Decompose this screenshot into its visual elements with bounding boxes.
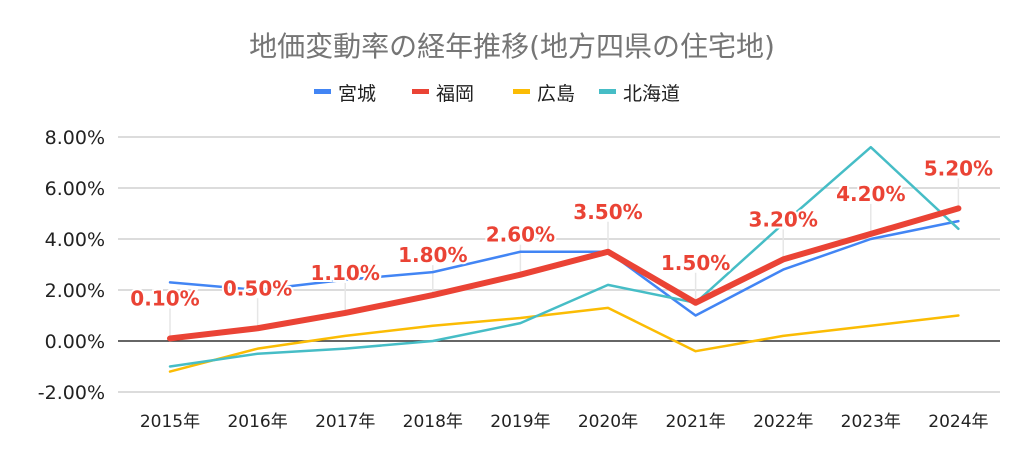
x-axis: 2015年 2016年 2017年 2018年 2019年 2020年 2021年 2022年… — [140, 412, 989, 432]
legend-swatch — [599, 89, 616, 94]
data-label: 4.20% — [836, 182, 905, 206]
legend-swatch — [314, 89, 331, 94]
series-lines — [167, 145, 962, 373]
x-tick-label: 2015年 — [140, 412, 200, 432]
x-tick-label: 2024年 — [928, 412, 988, 432]
series-line-福岡 — [167, 205, 962, 342]
legend-swatch — [412, 89, 429, 94]
legend: 宮城 福岡 広島 北海道 — [314, 83, 680, 105]
data-label: 1.80% — [398, 243, 467, 267]
legend-label: 広島 — [537, 83, 575, 105]
x-tick-label: 2019年 — [490, 412, 550, 432]
y-tick-label: 8.00% — [45, 127, 105, 149]
data-label: 0.50% — [223, 276, 292, 300]
data-label: 0.10% — [130, 286, 199, 310]
data-label: 1.10% — [311, 261, 380, 285]
series-line-広島 — [168, 306, 960, 373]
x-tick-label: 2021年 — [665, 412, 725, 432]
y-axis: 8.00% 6.00% 4.00% 2.00% 0.00% -2.00% — [38, 127, 105, 404]
series-line-宮城 — [168, 219, 960, 317]
x-tick-label: 2022年 — [753, 412, 813, 432]
y-tick-label: 2.00% — [45, 280, 105, 302]
y-tick-label: 4.00% — [45, 229, 105, 251]
y-tick-label: 0.00% — [45, 331, 105, 353]
legend-swatch — [513, 89, 530, 94]
legend-label: 北海道 — [623, 83, 680, 105]
data-label: 5.20% — [924, 156, 993, 180]
x-tick-label: 2023年 — [841, 412, 901, 432]
x-tick-label: 2017年 — [315, 412, 375, 432]
series-line-北海道 — [168, 145, 960, 368]
data-label: 3.20% — [749, 207, 818, 231]
data-label: 3.50% — [573, 200, 642, 224]
x-tick-label: 2020年 — [578, 412, 638, 432]
legend-label: 福岡 — [436, 83, 474, 105]
y-tick-label: 6.00% — [45, 178, 105, 200]
data-labels: 0.10% 0.50% 1.10% 1.80% 2.60% 3.50% 1.50% 3.20%… — [128, 154, 995, 312]
data-label: 2.60% — [486, 223, 555, 247]
legend-label: 宮城 — [338, 83, 376, 105]
x-tick-label: 2016年 — [227, 412, 287, 432]
y-tick-label: -2.00% — [38, 382, 105, 404]
data-label: 1.50% — [661, 251, 730, 275]
x-tick-label: 2018年 — [403, 412, 463, 432]
chart-title: 地価変動率の経年推移(地方四県の住宅地) — [249, 30, 775, 63]
